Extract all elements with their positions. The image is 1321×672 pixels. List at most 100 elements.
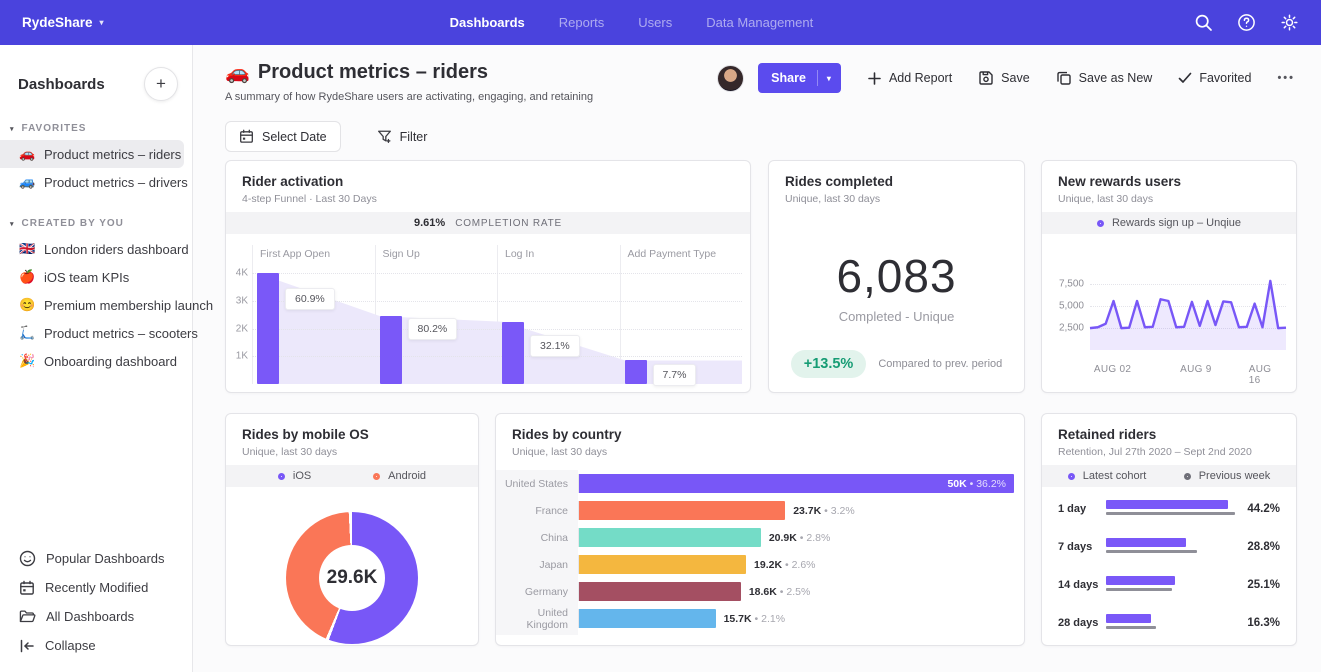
conversion-label: 60.9% [285,287,335,310]
y-axis-tick: 4K [235,267,248,279]
gridline [252,328,742,330]
country-bar-united-kingdom[interactable] [579,609,716,628]
previous-week-bar[interactable] [1106,588,1173,591]
favorited-button[interactable]: Favorited [1178,71,1251,85]
settings-icon[interactable] [1280,13,1299,32]
card-subtitle: Unique, last 30 days [1058,193,1154,205]
sidebar-item-london-riders-dashboard[interactable]: 🇬🇧 London riders dashboard [0,235,189,263]
x-axis-tick: AUG 16 [1248,364,1272,386]
add-dashboard-button[interactable]: + [144,67,178,101]
line-series[interactable] [1090,273,1286,350]
card-title: Rider activation [242,174,344,189]
country-bar-united-states[interactable]: 50K • 36.2% [579,474,1014,493]
save-button[interactable]: Save [978,70,1030,86]
card-title: Rides completed [785,174,894,189]
previous-week-bar[interactable] [1106,512,1235,515]
legend-ios[interactable]: iOS [277,470,311,482]
legend-latest-cohort[interactable]: Latest cohort [1067,470,1146,482]
sidebar-item-collapse[interactable]: Collapse [0,631,192,660]
sidebar-item-ios-team-kpis[interactable]: 🍎 iOS team KPIs [0,263,184,291]
dashboard-emoji-icon: 🛴 [19,325,36,340]
help-icon[interactable] [1237,13,1256,32]
x-axis-tick: AUG 02 [1093,364,1132,375]
legend-ring-icon [277,472,285,480]
sidebar-item-label: Collapse [45,638,96,653]
select-date-button[interactable]: Select Date [225,121,341,152]
card-title: New rewards users [1058,174,1182,189]
retention-row-28-days: 28 days 16.3% [1058,614,1280,631]
more-options-button[interactable]: ••• [1277,72,1295,84]
nav-item-users[interactable]: Users [638,15,673,30]
sidebar-item-label: All Dashboards [46,609,135,624]
latest-cohort-bar[interactable] [1106,614,1152,623]
sidebar-item-product-metrics-riders[interactable]: 🚗 Product metrics – riders [0,140,184,168]
x-axis-labels: AUG 02 AUG 9 AUG 16 [1090,364,1286,386]
sidebar-item-premium-membership-launch[interactable]: 😊 Premium membership launch [0,291,213,319]
filter-button[interactable]: Filter [363,121,442,152]
latest-cohort-bar[interactable] [1106,538,1186,547]
dashboard-emoji-icon: 🚗 [19,146,36,161]
sidebar-item-onboarding-dashboard[interactable]: 🎉 Onboarding dashboard [0,347,184,375]
sidebar-item-product-metrics-drivers[interactable]: 🚙 Product metrics – drivers [0,168,188,196]
search-icon[interactable] [1194,13,1213,32]
funnel-chart[interactable]: First App Open Sign Up Log In Add Payment T… [226,245,750,392]
sidebar-sections: ▾ FAVORITES 🚗 Product metrics – riders 🚙 Prod… [0,101,213,375]
bar-value-label: 50K • 36.2% [947,477,1006,490]
funnel-bar-first-app-open[interactable] [257,273,279,384]
donut-chart[interactable]: 29.6K [286,511,418,644]
legend-android[interactable]: Android [373,470,426,482]
share-button[interactable]: Share ▾ [758,63,841,93]
brand-menu[interactable]: RydeShare ▾ [22,15,104,30]
funnel-bar-sign-up[interactable] [379,316,402,384]
card-rides-by-mobile-os: Rides by mobile OS Unique, last 30 days … [225,413,479,646]
country-row-united-kingdom: United Kingdom 15.7K • 2.1% [496,606,1014,631]
funnel-bar-add-payment-type[interactable] [624,360,647,384]
legend-rewards-signup[interactable]: Rewards sign up – Unqiue [1096,217,1241,229]
country-label: China [540,531,568,544]
nav-item-data-management[interactable]: Data Management [706,15,814,30]
country-bar-germany[interactable] [579,582,741,601]
bar-value-label: 20.9K • 2.8% [768,531,831,544]
sidebar-section-created-by-you[interactable]: ▾ CREATED BY YOU [0,196,192,235]
nav-item-reports[interactable]: Reports [558,15,605,30]
sidebar-item-popular-dashboards[interactable]: Popular Dashboards [0,544,192,573]
legend-previous-week[interactable]: Previous week [1183,470,1270,482]
sidebar-item-all-dashboards[interactable]: All Dashboards [0,602,192,631]
folder-icon [19,609,36,624]
sidebar-item-recently-modified[interactable]: Recently Modified [0,573,192,602]
nav-item-dashboards[interactable]: Dashboards [449,15,525,30]
country-bar-france[interactable] [579,501,786,520]
conversion-label: 7.7% [652,364,697,387]
dashboard-emoji-icon: 🇬🇧 [19,241,36,256]
dashboard-emoji-icon: 🍎 [19,269,36,284]
add-report-button[interactable]: Add Report [867,71,952,86]
sidebar-item-product-metrics-scooters[interactable]: 🛴 Product metrics – scooters [0,319,198,347]
latest-cohort-bar[interactable] [1106,500,1229,509]
main-content: 🚗 Product metrics – riders A summary of … [193,45,1321,672]
country-bar-china[interactable] [579,528,761,547]
smiley-icon [19,550,36,567]
avatar[interactable] [717,64,745,92]
save-as-new-button[interactable]: Save as New [1056,70,1152,86]
card-subtitle: Unique, last 30 days [512,446,608,458]
column-separator [497,245,498,384]
country-bar-japan[interactable] [579,555,747,574]
metric-value: 6,083 [836,250,957,302]
retention-chart: 1 day 44.2% 7 days 28.8% 14 days 25.1% 28 days… [1058,500,1280,631]
retention-pct: 28.8% [1247,540,1280,553]
sidebar-item-label: Popular Dashboards [46,551,165,566]
gridline [252,356,742,358]
sidebar-title: Dashboards [18,75,105,93]
previous-week-bar[interactable] [1106,626,1156,629]
retention-row-7-days: 7 days 28.8% [1058,538,1280,555]
filter-icon [377,130,391,143]
card-subtitle: Retention, Jul 27th 2020 – Sept 2nd 2020 [1058,446,1252,458]
country-row-china: China 20.9K • 2.8% [496,528,1014,547]
previous-week-bar[interactable] [1106,550,1198,553]
country-label: United Kingdom [526,606,568,631]
latest-cohort-bar[interactable] [1106,576,1176,585]
funnel-bar-log-in[interactable] [502,321,524,384]
line-chart[interactable]: 2,500 5,000 7,500 [1059,273,1286,350]
header-actions: Share ▾ Add Report Save Save as New Favorit… [717,63,1295,93]
sidebar-section-favorites[interactable]: ▾ FAVORITES [0,101,192,140]
